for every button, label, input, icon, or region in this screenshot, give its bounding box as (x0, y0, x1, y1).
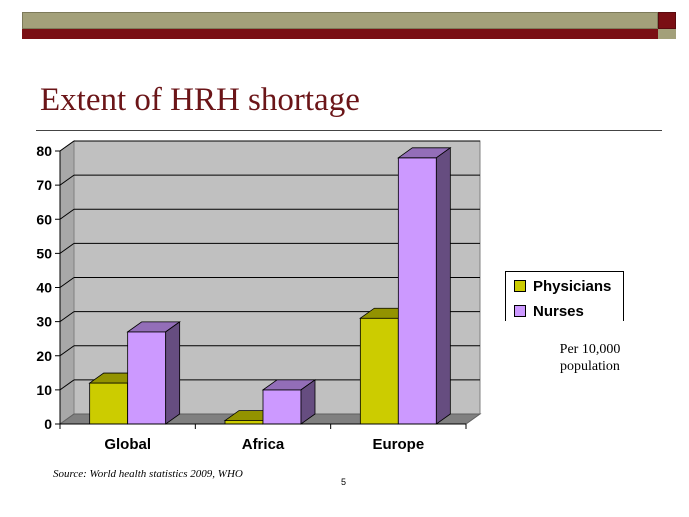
y-tick-label: 0 (44, 416, 52, 432)
gridline-side (59, 345, 75, 357)
legend-swatch-nurses (514, 305, 526, 317)
bar-front (262, 389, 302, 425)
gridline-side (59, 174, 75, 186)
bar-side (165, 321, 181, 425)
bar-front (397, 157, 437, 425)
gridline-side (59, 379, 75, 391)
x-tick-label-europe: Europe (372, 436, 424, 453)
header-square-light (658, 29, 676, 39)
bar-front (127, 331, 167, 425)
bar-front (359, 317, 399, 425)
x-axis: Global Africa Europe (59, 423, 467, 453)
bar-side (435, 147, 451, 425)
slide-title: Extent of HRH shortage (40, 82, 360, 118)
legend-item-physicians: Physicians (514, 277, 611, 295)
y-tick-label: 80 (36, 143, 52, 159)
gridline-side (59, 242, 75, 254)
x-tick-label-africa: Africa (242, 436, 285, 453)
units-note: Per 10,000 population (540, 341, 640, 375)
header-band-dark (22, 29, 658, 39)
legend-swatch-physicians (514, 280, 526, 292)
y-tick-label: 60 (36, 211, 52, 227)
y-tick-label: 70 (36, 177, 52, 193)
bar-nurses-global (126, 321, 181, 425)
bar-nurses-europe (397, 147, 452, 425)
x-tick-label-global: Global (104, 436, 151, 453)
header-square-dark (658, 12, 676, 29)
bar-front (89, 382, 129, 425)
units-note-line2: population (560, 359, 620, 374)
y-axis: 0 10 20 30 40 50 60 70 80 (36, 143, 61, 432)
legend-item-nurses: Nurses (514, 302, 584, 320)
page-number: 5 (341, 477, 347, 487)
y-tick-label: 10 (36, 382, 52, 398)
chart-bars (88, 147, 452, 425)
source-citation: Source: World health statistics 2009, WH… (53, 468, 243, 480)
title-divider (36, 130, 662, 131)
legend-label-nurses: Nurses (533, 302, 584, 320)
y-tick-label: 50 (36, 245, 52, 261)
chart-legend: Physicians Nurses (505, 271, 624, 321)
bar-front (224, 420, 264, 425)
header-band-light (22, 12, 658, 29)
bar-side (300, 379, 316, 425)
gridline-side (59, 208, 75, 220)
y-tick-label: 40 (36, 280, 52, 296)
units-note-line1: Per 10,000 (559, 342, 621, 357)
gridline-side (59, 311, 75, 323)
bar-nurses-africa (261, 379, 317, 425)
gridline-side (59, 140, 75, 152)
gridline-side (59, 277, 75, 288)
y-tick-label: 20 (36, 348, 52, 364)
y-tick-label: 30 (36, 314, 52, 330)
legend-label-physicians: Physicians (533, 277, 612, 295)
